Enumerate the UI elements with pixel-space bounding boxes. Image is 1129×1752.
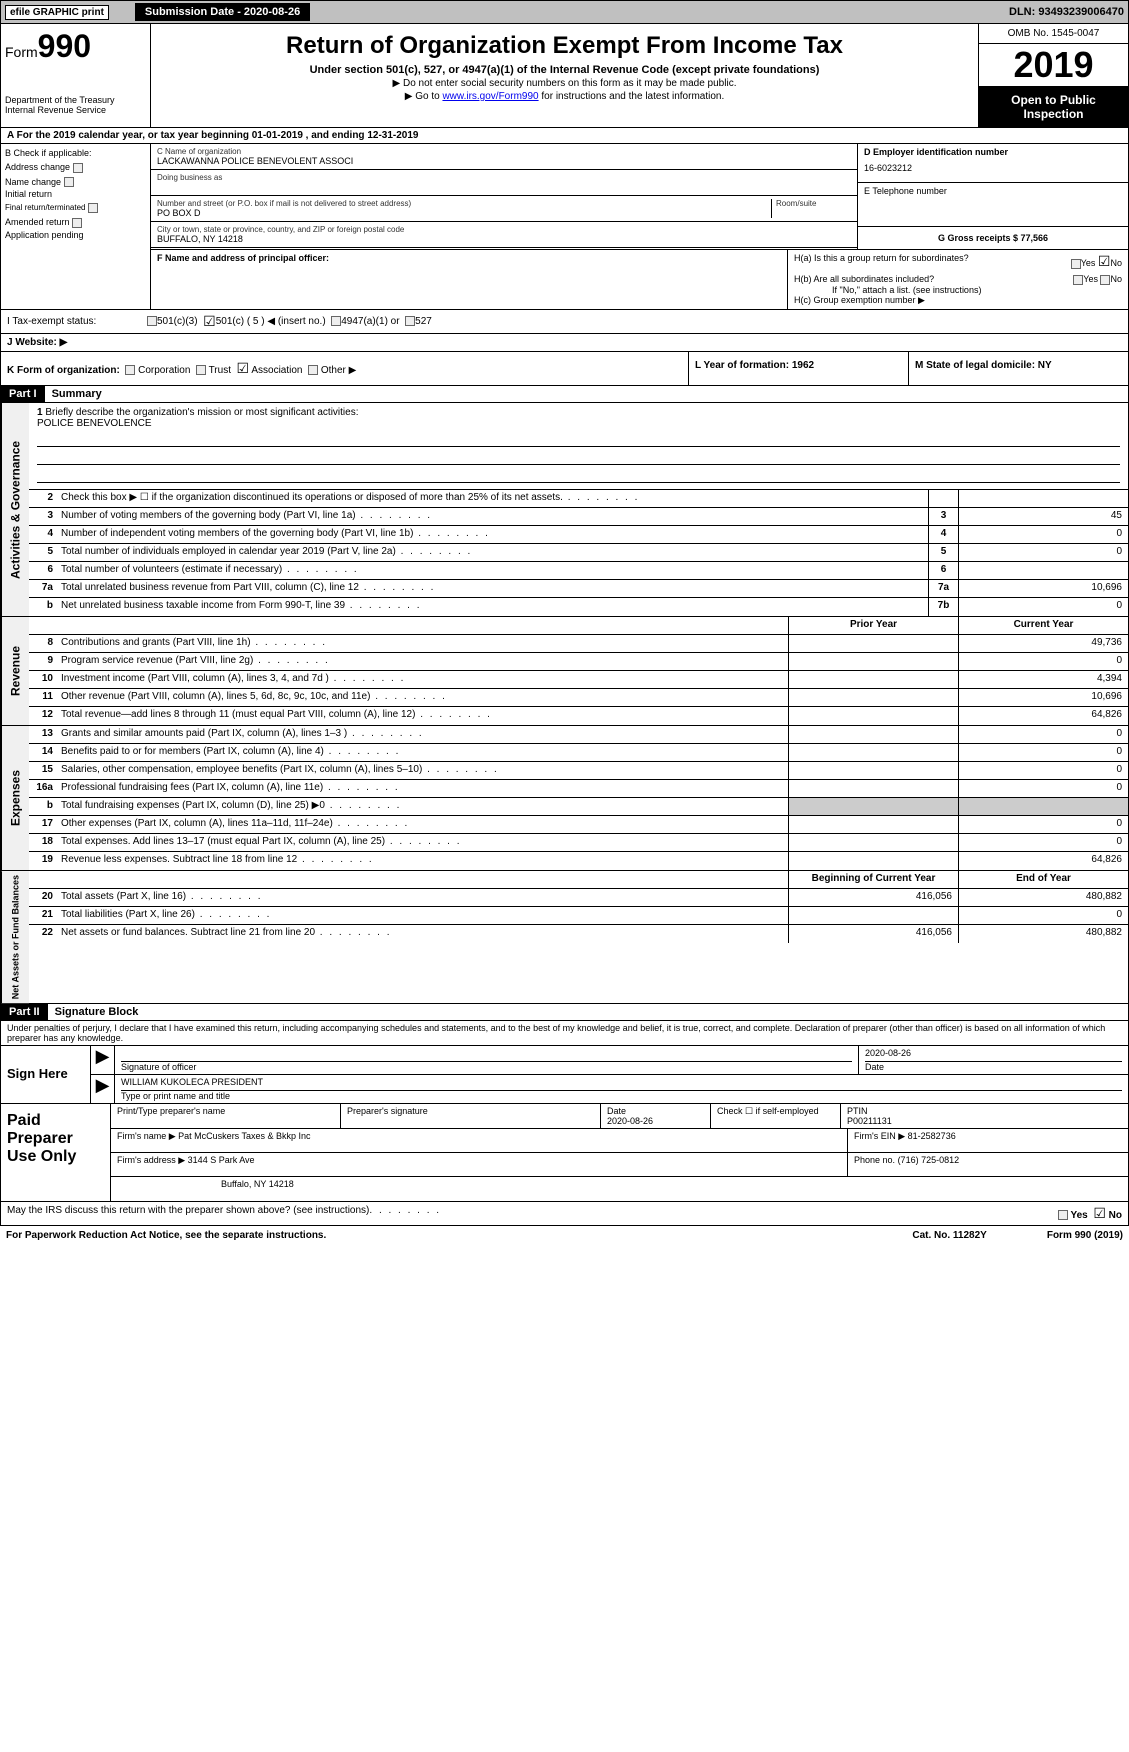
open-public: Open to Public Inspection xyxy=(979,87,1128,127)
table-row: 10Investment income (Part VIII, column (… xyxy=(29,671,1128,689)
perjury-text: Under penalties of perjury, I declare th… xyxy=(0,1021,1129,1046)
table-row: 11Other revenue (Part VIII, column (A), … xyxy=(29,689,1128,707)
org-name: LACKAWANNA POLICE BENEVOLENT ASSOCI xyxy=(157,156,851,166)
table-row: 16aProfessional fundraising fees (Part I… xyxy=(29,780,1128,798)
form-header: Form990 Department of the Treasury Inter… xyxy=(0,24,1129,128)
checkbox[interactable] xyxy=(64,177,74,187)
org-name-label: C Name of organization xyxy=(157,147,851,156)
form-number: 990 xyxy=(38,28,91,64)
side-expenses: Expenses xyxy=(1,726,29,870)
table-row: 8Contributions and grants (Part VIII, li… xyxy=(29,635,1128,653)
ein: 16-6023212 xyxy=(864,157,1122,179)
city-label: City or town, state or province, country… xyxy=(157,225,851,234)
expenses-section: Expenses 13Grants and similar amounts pa… xyxy=(0,726,1129,871)
part1-header: Part I Summary xyxy=(0,386,1129,403)
room-label: Room/suite xyxy=(776,199,851,208)
dept-irs: Internal Revenue Service xyxy=(5,105,146,115)
table-row: 18Total expenses. Add lines 13–17 (must … xyxy=(29,834,1128,852)
form-title: Return of Organization Exempt From Incom… xyxy=(155,32,974,60)
table-row: 7aTotal unrelated business revenue from … xyxy=(29,580,1128,598)
table-row: 15Salaries, other compensation, employee… xyxy=(29,762,1128,780)
table-row: 22Net assets or fund balances. Subtract … xyxy=(29,925,1128,943)
form-label: Form xyxy=(5,44,38,60)
street: PO BOX D xyxy=(157,208,771,218)
table-row: bNet unrelated business taxable income f… xyxy=(29,598,1128,616)
checkbox[interactable] xyxy=(88,203,98,213)
sign-section: Sign Here ▶ Signature of officer 2020-08… xyxy=(0,1046,1129,1104)
submission-date: Submission Date - 2020-08-26 xyxy=(135,3,310,21)
signer-name: WILLIAM KUKOLECA PRESIDENT xyxy=(121,1077,1122,1091)
officer-label: F Name and address of principal officer: xyxy=(157,253,329,263)
side-governance: Activities & Governance xyxy=(1,403,29,616)
state-domicile: M State of legal domicile: NY xyxy=(915,360,1052,371)
discuss-row: May the IRS discuss this return with the… xyxy=(0,1202,1129,1226)
preparer-section: Paid Preparer Use Only Print/Type prepar… xyxy=(0,1104,1129,1202)
form-subtitle: Under section 501(c), 527, or 4947(a)(1)… xyxy=(155,64,974,76)
table-row: 3Number of voting members of the governi… xyxy=(29,508,1128,526)
hb-note: If "No," attach a list. (see instruction… xyxy=(832,285,1122,295)
preparer-label: Paid Preparer Use Only xyxy=(1,1104,111,1201)
row-a-period: A For the 2019 calendar year, or tax yea… xyxy=(0,128,1129,144)
table-row: bTotal fundraising expenses (Part IX, co… xyxy=(29,798,1128,816)
table-row: 12Total revenue—add lines 8 through 11 (… xyxy=(29,707,1128,725)
table-row: 20Total assets (Part X, line 16)416,0564… xyxy=(29,889,1128,907)
gross-receipts: G Gross receipts $ 77,566 xyxy=(938,233,1048,243)
row-i-tax-status: I Tax-exempt status: 501(c)(3) ☑ 501(c) … xyxy=(0,310,1129,334)
side-revenue: Revenue xyxy=(1,617,29,725)
dba-label: Doing business as xyxy=(157,173,851,182)
row-kl: K Form of organization: Corporation Trus… xyxy=(0,352,1129,386)
side-netassets: Net Assets or Fund Balances xyxy=(1,871,29,1003)
governance-section: Activities & Governance 1 Briefly descri… xyxy=(0,403,1129,617)
netassets-section: Net Assets or Fund Balances Beginning of… xyxy=(0,871,1129,1004)
footer: For Paperwork Reduction Act Notice, see … xyxy=(0,1226,1129,1245)
table-row: 5Total number of individuals employed in… xyxy=(29,544,1128,562)
dept-treasury: Department of the Treasury xyxy=(5,95,146,105)
revenue-section: Revenue Prior YearCurrent Year 8Contribu… xyxy=(0,617,1129,726)
checkbox[interactable] xyxy=(72,218,82,228)
table-row: 19Revenue less expenses. Subtract line 1… xyxy=(29,852,1128,870)
note-link: ▶ Go to www.irs.gov/Form990 for instruct… xyxy=(155,91,974,102)
mission-text: POLICE BENEVOLENCE xyxy=(37,418,151,429)
ein-label: D Employer identification number xyxy=(864,147,1008,157)
table-row: 6Total number of volunteers (estimate if… xyxy=(29,562,1128,580)
table-row: 13Grants and similar amounts paid (Part … xyxy=(29,726,1128,744)
tax-year: 2019 xyxy=(979,44,1128,87)
top-bar: efile GRAPHIC print Submission Date - 20… xyxy=(0,0,1129,24)
sign-here-label: Sign Here xyxy=(1,1046,91,1103)
street-label: Number and street (or P.O. box if mail i… xyxy=(157,199,771,208)
table-row: 21Total liabilities (Part X, line 26)0 xyxy=(29,907,1128,925)
hb-label: H(b) Are all subordinates included? xyxy=(794,274,994,285)
row-j-website: J Website: ▶ xyxy=(0,334,1129,352)
section-b-block: B Check if applicable: Address change Na… xyxy=(0,144,1129,310)
table-row: 2Check this box ▶ ☐ if the organization … xyxy=(29,490,1128,508)
efile-badge: efile GRAPHIC print xyxy=(5,5,109,20)
city: BUFFALO, NY 14218 xyxy=(157,234,851,244)
table-row: 4Number of independent voting members of… xyxy=(29,526,1128,544)
ha-label: H(a) Is this a group return for subordin… xyxy=(794,253,994,270)
tel-label: E Telephone number xyxy=(864,186,947,196)
table-row: 14Benefits paid to or for members (Part … xyxy=(29,744,1128,762)
table-row: 17Other expenses (Part IX, column (A), l… xyxy=(29,816,1128,834)
year-formation: L Year of formation: 1962 xyxy=(695,360,814,371)
omb-number: OMB No. 1545-0047 xyxy=(979,24,1128,44)
checkbox[interactable] xyxy=(73,163,83,173)
hc-label: H(c) Group exemption number ▶ xyxy=(794,295,1122,306)
table-row: 9Program service revenue (Part VIII, lin… xyxy=(29,653,1128,671)
part2-header: Part II Signature Block xyxy=(0,1004,1129,1021)
irs-link[interactable]: www.irs.gov/Form990 xyxy=(442,91,538,102)
note-ssn: ▶ Do not enter social security numbers o… xyxy=(155,78,974,89)
dln: DLN: 93493239006470 xyxy=(1009,6,1124,18)
col-b-title: B Check if applicable: xyxy=(5,148,146,158)
